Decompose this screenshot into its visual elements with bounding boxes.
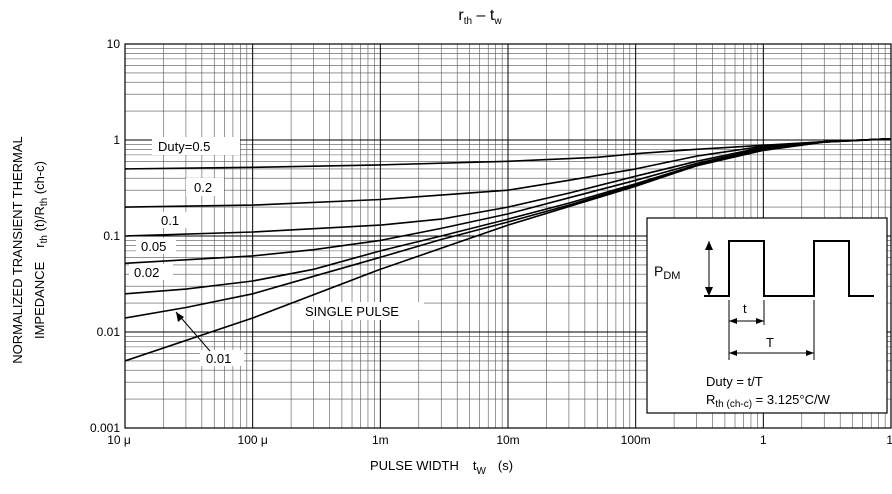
series-line-3: [124, 138, 892, 265]
y-tick-label: 0.1: [103, 229, 120, 243]
t-label: t: [743, 301, 747, 316]
label-duty-0-5: Duty=0.5: [158, 139, 210, 154]
y-tick-label: 0.001: [90, 421, 120, 435]
duty-formula: Duty = t/T: [706, 374, 763, 389]
label-duty-0-01: 0.01: [206, 351, 231, 366]
pdm-label: PDM: [654, 263, 680, 282]
x-tick-label: 100m: [621, 433, 651, 447]
x-axis-label: PULSE WIDTH tW (s): [370, 458, 513, 477]
pulse-waveform: [704, 240, 874, 297]
chart-title: rth – tw: [458, 7, 502, 27]
label-duty-0-1: 0.1: [161, 213, 179, 228]
label-duty-0-05: 0.05: [141, 239, 166, 254]
x-tick-label: 10m: [496, 433, 519, 447]
x-tick-label: 10: [886, 433, 892, 447]
T-label: T: [766, 335, 774, 350]
series-line-6: [124, 138, 892, 362]
y-tick-labels: 10 1 0.1 0.01 0.001: [90, 37, 120, 435]
label-duty-0-2: 0.2: [194, 180, 212, 195]
pulse-inset: PDM t T Duty = t/T Rth (ch-c) = 3.125°C/…: [646, 217, 888, 414]
label-single-pulse: SINGLE PULSE: [305, 304, 399, 319]
y-tick-label: 1: [113, 133, 120, 147]
x-tick-label: 10 μ: [107, 433, 131, 447]
inset-frame: [646, 217, 888, 414]
x-tick-label: 1: [760, 433, 767, 447]
label-duty-0-02: 0.02: [134, 265, 159, 280]
rth-value: Rth (ch-c) = 3.125°C/W: [706, 392, 831, 410]
x-tick-label: 100 μ: [238, 433, 268, 447]
y-axis-label-line1: NORMALIZED TRANSIENT THERMAL: [10, 136, 25, 364]
series-layer: [124, 138, 892, 362]
x-tick-labels: 10 μ 100 μ 1m 10m 100m 1 10: [107, 433, 892, 447]
x-tick-label: 1m: [372, 433, 389, 447]
y-tick-label: 10: [107, 37, 121, 51]
pointer-arrowhead: [176, 312, 184, 322]
y-tick-label: 0.01: [97, 325, 121, 339]
y-axis-label-line2: IMPEDANCErth (t)/Rth (ch-c): [32, 161, 50, 339]
